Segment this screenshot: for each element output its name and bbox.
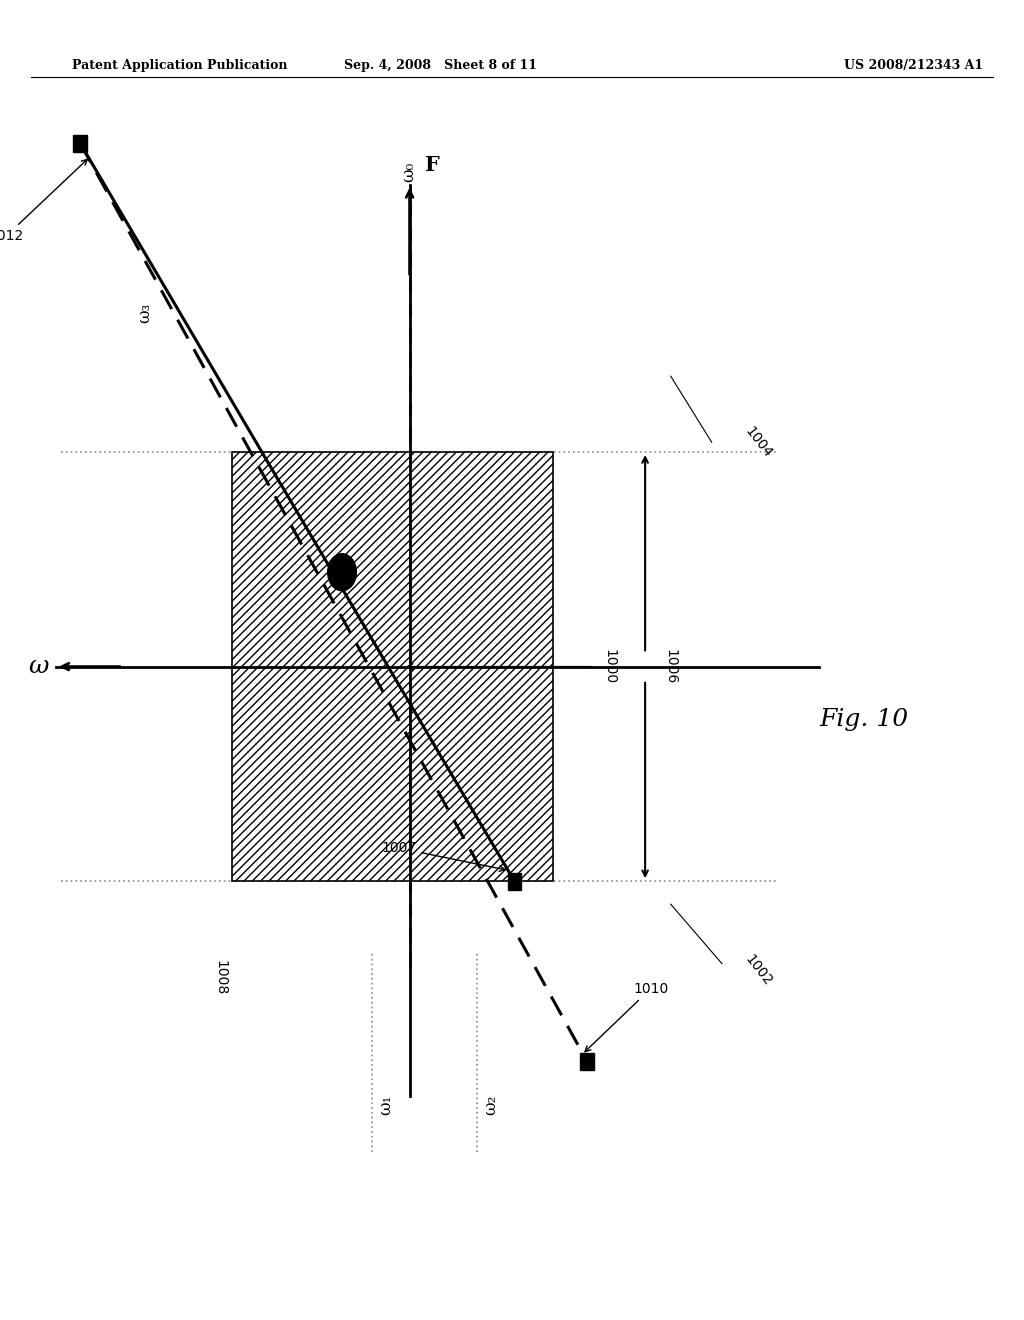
Text: ω₀: ω₀ bbox=[399, 162, 417, 182]
Bar bbox=[508, 873, 521, 890]
Text: ω₁: ω₁ bbox=[378, 1096, 394, 1115]
Bar bbox=[232, 451, 553, 882]
Circle shape bbox=[328, 553, 356, 591]
Text: Fig. 10: Fig. 10 bbox=[819, 708, 908, 731]
Text: Sep. 4, 2008   Sheet 8 of 11: Sep. 4, 2008 Sheet 8 of 11 bbox=[344, 59, 537, 73]
Text: ω₃: ω₃ bbox=[136, 304, 153, 323]
Text: F: F bbox=[425, 154, 439, 176]
Bar bbox=[74, 135, 87, 152]
Bar bbox=[581, 1053, 594, 1069]
Text: 1007: 1007 bbox=[381, 841, 505, 871]
Text: US 2008/212343 A1: US 2008/212343 A1 bbox=[844, 59, 983, 73]
Text: 1012: 1012 bbox=[0, 160, 87, 243]
Text: ω₂: ω₂ bbox=[482, 1096, 500, 1115]
Text: ω: ω bbox=[29, 655, 49, 678]
Text: 1004: 1004 bbox=[742, 424, 775, 461]
Text: 1008: 1008 bbox=[213, 961, 227, 995]
Text: Patent Application Publication: Patent Application Publication bbox=[72, 59, 287, 73]
Text: 1006: 1006 bbox=[664, 649, 678, 684]
Text: 1000: 1000 bbox=[602, 649, 616, 684]
Text: 1002: 1002 bbox=[742, 952, 775, 989]
Text: 1010: 1010 bbox=[585, 982, 669, 1052]
